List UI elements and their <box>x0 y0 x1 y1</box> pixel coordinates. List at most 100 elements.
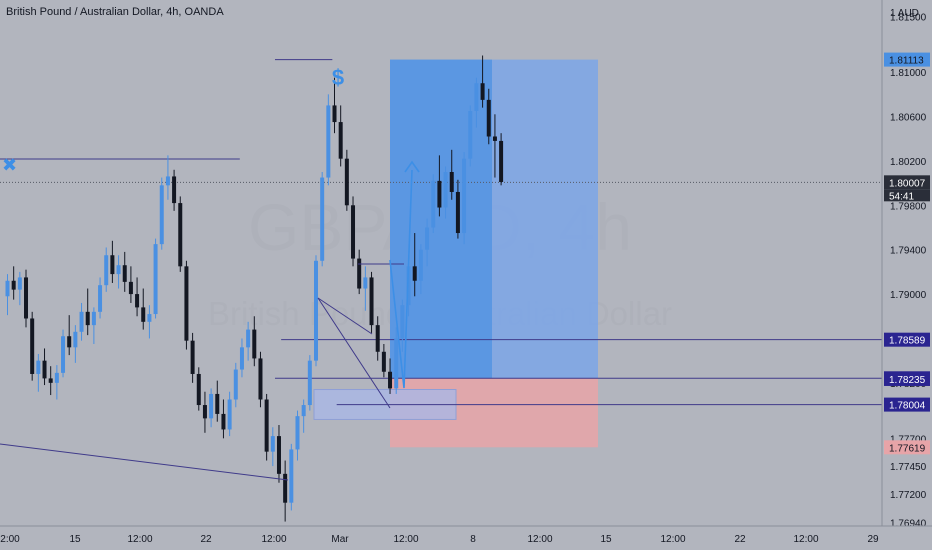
bearish-candle[interactable] <box>357 249 362 295</box>
bearish-candle[interactable] <box>344 149 349 211</box>
price-badge-label: 1.80007 <box>889 178 926 189</box>
cross-annotation[interactable]: ✖ <box>2 155 17 176</box>
bullish-candle[interactable] <box>79 302 84 341</box>
bullish-candle[interactable] <box>233 362 238 408</box>
price-badge[interactable]: 1.78235 <box>884 371 930 386</box>
bearish-candle[interactable] <box>178 196 183 272</box>
wedge-lower-line[interactable] <box>317 297 391 409</box>
projection-arrow[interactable] <box>389 169 413 389</box>
price-badge-bg <box>884 52 930 67</box>
bullish-candle[interactable] <box>73 325 78 363</box>
bearish-candle[interactable] <box>388 358 393 394</box>
bearish-candle[interactable] <box>48 366 53 396</box>
bullish-candle[interactable] <box>474 77 479 128</box>
bullish-candle[interactable] <box>98 277 103 319</box>
bearish-candle[interactable] <box>128 266 133 303</box>
dollar-annotation[interactable]: $ <box>332 65 344 90</box>
bullish-candle[interactable] <box>36 353 41 392</box>
price-badge[interactable]: 1.81113 <box>884 52 930 67</box>
bullish-candle[interactable] <box>54 365 59 400</box>
bearish-candle[interactable] <box>122 251 127 292</box>
bearish-candle[interactable] <box>252 316 257 367</box>
bullish-candle[interactable] <box>17 271 22 306</box>
price-badge[interactable]: 1.78589 <box>884 332 930 347</box>
bullish-candle[interactable] <box>326 94 331 186</box>
bearish-candle[interactable] <box>369 271 374 333</box>
price-badge[interactable]: 1.78004 <box>884 397 930 412</box>
bullish-candle[interactable] <box>227 391 232 437</box>
bearish-candle[interactable] <box>338 105 343 167</box>
bearish-candle[interactable] <box>437 155 442 217</box>
bearish-candle[interactable] <box>196 367 201 411</box>
bearish-candle[interactable] <box>42 348 47 386</box>
bearish-candle[interactable] <box>11 266 16 300</box>
bullish-candle[interactable] <box>400 299 405 352</box>
bullish-candle[interactable] <box>295 410 300 461</box>
bearish-candle[interactable] <box>221 399 226 439</box>
bearish-candle[interactable] <box>184 260 189 350</box>
bearish-candle[interactable] <box>480 55 485 108</box>
bullish-candle[interactable] <box>147 305 152 339</box>
bullish-candle[interactable] <box>91 307 96 345</box>
bearish-candle[interactable] <box>24 269 29 328</box>
bearish-candle[interactable] <box>190 332 195 383</box>
bearish-candle[interactable] <box>492 114 497 178</box>
bullish-candle[interactable] <box>418 244 423 295</box>
bullish-candle[interactable] <box>153 238 158 319</box>
bullish-candle[interactable] <box>394 327 399 394</box>
bearish-candle[interactable] <box>264 393 269 461</box>
bearish-candle[interactable] <box>276 425 281 483</box>
bullish-candle[interactable] <box>320 172 325 267</box>
currency-label[interactable]: 1 AUD <box>890 8 919 19</box>
bullish-candle[interactable] <box>270 427 275 467</box>
price-badge[interactable]: 1.77619 <box>884 440 930 455</box>
bearish-candle[interactable] <box>85 288 90 336</box>
bearish-candle[interactable] <box>215 380 220 422</box>
price-tick-label: 1.80600 <box>890 113 927 124</box>
bearish-candle[interactable] <box>172 169 177 211</box>
bullish-candle[interactable] <box>116 255 121 289</box>
price-badge[interactable]: 1.80007 54:41 <box>884 175 930 202</box>
bearish-candle[interactable] <box>202 391 207 433</box>
bullish-candle[interactable] <box>165 155 170 200</box>
bullish-candle[interactable] <box>314 255 318 367</box>
bullish-candle[interactable] <box>301 399 306 433</box>
bullish-candle[interactable] <box>239 338 244 378</box>
trendline[interactable] <box>0 443 289 481</box>
bearish-candle[interactable] <box>283 460 288 522</box>
bullish-candle[interactable] <box>246 321 251 361</box>
bullish-candle[interactable] <box>159 177 164 250</box>
bullish-candle[interactable] <box>468 105 473 167</box>
horizontal-levels <box>0 59 882 406</box>
bearish-candle[interactable] <box>412 233 417 297</box>
bullish-candle[interactable] <box>289 443 294 511</box>
bullish-candle[interactable] <box>61 329 66 378</box>
bearish-candle[interactable] <box>30 311 35 381</box>
bullish-candle[interactable] <box>5 274 10 316</box>
bullish-candle[interactable] <box>462 152 467 245</box>
bullish-candle[interactable] <box>209 388 214 428</box>
bearish-candle[interactable] <box>110 240 115 283</box>
candle-body <box>98 285 103 312</box>
bullish-candle[interactable] <box>104 247 109 292</box>
bearish-candle[interactable] <box>486 88 491 145</box>
bearish-candle[interactable] <box>351 196 356 267</box>
bullish-candle[interactable] <box>363 266 368 311</box>
bearish-candle[interactable] <box>135 277 140 317</box>
wedge-upper-line[interactable] <box>317 297 373 335</box>
bearish-candle[interactable] <box>375 316 380 361</box>
bearish-candle[interactable] <box>67 315 72 356</box>
bearish-candle[interactable] <box>332 77 337 134</box>
bullish-candle[interactable] <box>307 355 312 411</box>
bearish-candle[interactable] <box>499 133 504 186</box>
bearish-candle[interactable] <box>455 179 460 239</box>
bearish-candle[interactable] <box>258 351 263 408</box>
bearish-candle[interactable] <box>449 149 454 200</box>
bullish-candle[interactable] <box>431 174 436 234</box>
bearish-candle[interactable] <box>141 288 146 330</box>
bullish-candle[interactable] <box>443 166 448 219</box>
bearish-candle[interactable] <box>381 344 386 378</box>
bullish-candle[interactable] <box>425 218 430 267</box>
